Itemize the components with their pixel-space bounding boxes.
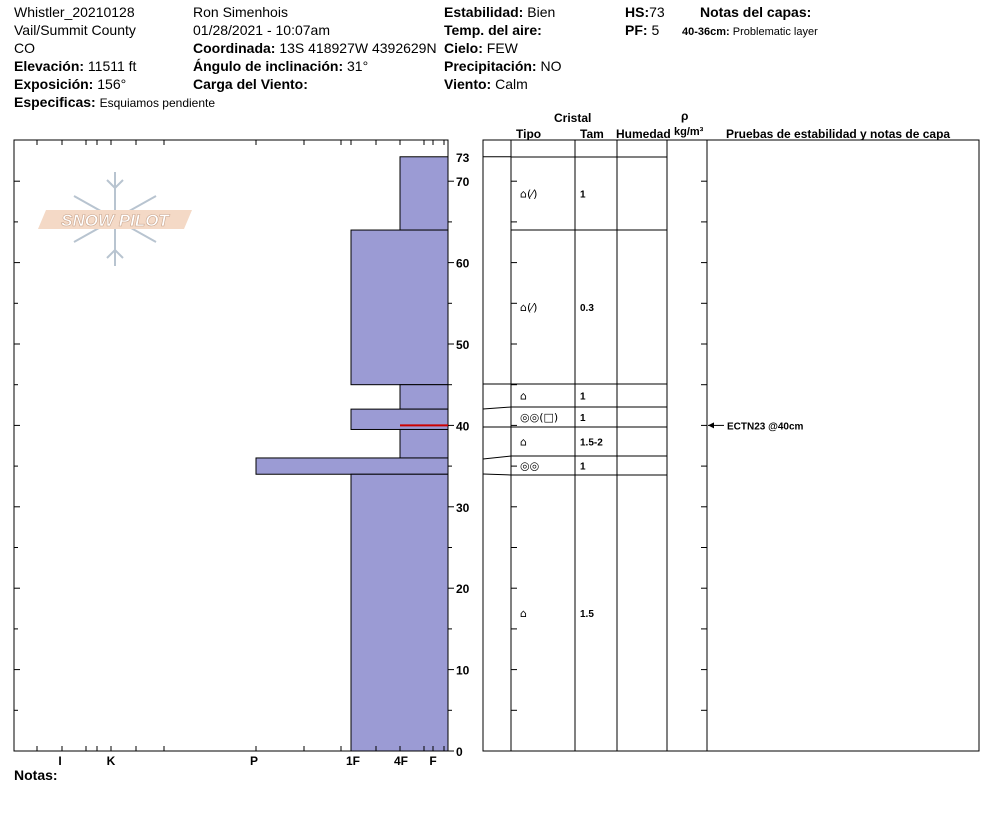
snow-height: HS:73 bbox=[625, 4, 665, 20]
grain-size-5: 1 bbox=[580, 462, 586, 473]
y-tick-label: 20 bbox=[456, 582, 470, 596]
grain-size-6: 1.5 bbox=[580, 609, 594, 620]
layer-boundary-connector bbox=[482, 406, 512, 410]
sky: Cielo: FEW bbox=[444, 40, 518, 56]
slope-angle: Ángulo de inclinación: 31° bbox=[193, 58, 369, 74]
y-tick-label: 50 bbox=[456, 338, 470, 352]
header-stability-notes: Pruebas de estabilidad y notas de capa bbox=[726, 127, 951, 141]
air-temp: Temp. del aire: bbox=[444, 22, 542, 38]
hardness-bar-5 bbox=[255, 457, 449, 475]
elevation: Elevación: 11511 ft bbox=[14, 58, 137, 74]
y-tick-label: 70 bbox=[456, 175, 470, 189]
wind-loading: Carga del Viento: bbox=[193, 76, 308, 92]
stability-test-0: ECTN23 @40cm bbox=[727, 421, 804, 432]
header-crystal: Cristal bbox=[554, 111, 592, 125]
layer-boundary-connector bbox=[482, 455, 512, 460]
hs-tick-label: 73 bbox=[456, 151, 470, 165]
logo-banner bbox=[38, 210, 192, 229]
specifics: Especificas: Esquiamos pendiente bbox=[14, 94, 216, 110]
notes-label: Notas: bbox=[14, 767, 58, 783]
hardness-label-1F: 1F bbox=[346, 754, 360, 768]
location: Vail/Summit County bbox=[14, 22, 136, 38]
grain-size-2: 1 bbox=[580, 392, 586, 403]
y-tick-label: 40 bbox=[456, 419, 470, 433]
layer-note: 40-36cm: Problematic layer bbox=[682, 26, 818, 38]
grain-type-0: ⌂(⁄) bbox=[520, 188, 537, 201]
header-type: Tipo bbox=[516, 127, 542, 141]
wind: Viento: Calm bbox=[444, 76, 528, 92]
hardness-bar-0 bbox=[399, 156, 449, 231]
grain-type-3: ◎◎(□) bbox=[520, 411, 558, 424]
grain-type-1: ⌂(⁄) bbox=[520, 301, 537, 314]
grain-size-4: 1.5-2 bbox=[580, 438, 603, 449]
layer-table-frame bbox=[482, 139, 980, 752]
grain-size-1: 0.3 bbox=[580, 303, 594, 314]
grain-size-3: 1 bbox=[580, 413, 586, 424]
precipitation: Precipitación: NO bbox=[444, 58, 562, 74]
state: CO bbox=[14, 40, 35, 56]
hardness-label-K: K bbox=[107, 754, 116, 768]
grain-type-5: ◎◎ bbox=[520, 460, 539, 473]
hardness-label-I: I bbox=[58, 754, 61, 768]
hardness-bar-1 bbox=[350, 229, 449, 386]
hardness-label-F: F bbox=[429, 754, 436, 768]
site-name: Whistler_20210128 bbox=[14, 4, 135, 20]
aspect: Exposición: 156° bbox=[14, 76, 127, 92]
grain-type-6: ⌂ bbox=[520, 607, 527, 620]
grain-size-0: 1 bbox=[580, 190, 586, 201]
hardness-bar-4 bbox=[399, 428, 449, 459]
header-moisture: Humedad bbox=[616, 127, 671, 141]
header-density-unit: kg/m³ bbox=[674, 126, 704, 138]
y-tick-label: 60 bbox=[456, 257, 470, 271]
layer-boundary-connector bbox=[482, 473, 512, 476]
hardness-bar-2 bbox=[399, 384, 449, 410]
foot-penetration: PF: 5 bbox=[625, 22, 660, 38]
observer: Ron Simenhois bbox=[193, 4, 288, 20]
grain-type-4: ⌂ bbox=[520, 436, 527, 449]
grain-type-2: ⌂ bbox=[520, 390, 527, 403]
y-tick-label: 0 bbox=[456, 745, 463, 759]
hardness-bar-3 bbox=[350, 408, 449, 430]
hardness-label-4F: 4F bbox=[394, 754, 408, 768]
stability: Estabilidad: Bien bbox=[444, 4, 556, 20]
datetime: 01/28/2021 - 10:07am bbox=[193, 22, 330, 38]
header-rho: ρ bbox=[681, 109, 689, 123]
y-tick-label: 10 bbox=[456, 664, 470, 678]
hardness-label-P: P bbox=[250, 754, 258, 768]
coordinates: Coordinada: 13S 418927W 4392629N bbox=[193, 40, 437, 56]
logo-text: SNOW PILOT bbox=[61, 211, 170, 230]
layer-notes-title: Notas del capas: bbox=[700, 4, 812, 20]
test-arrow-head bbox=[708, 422, 714, 429]
y-tick-label: 30 bbox=[456, 501, 470, 515]
header-size: Tam bbox=[580, 127, 604, 141]
hardness-bar-6 bbox=[350, 473, 449, 752]
